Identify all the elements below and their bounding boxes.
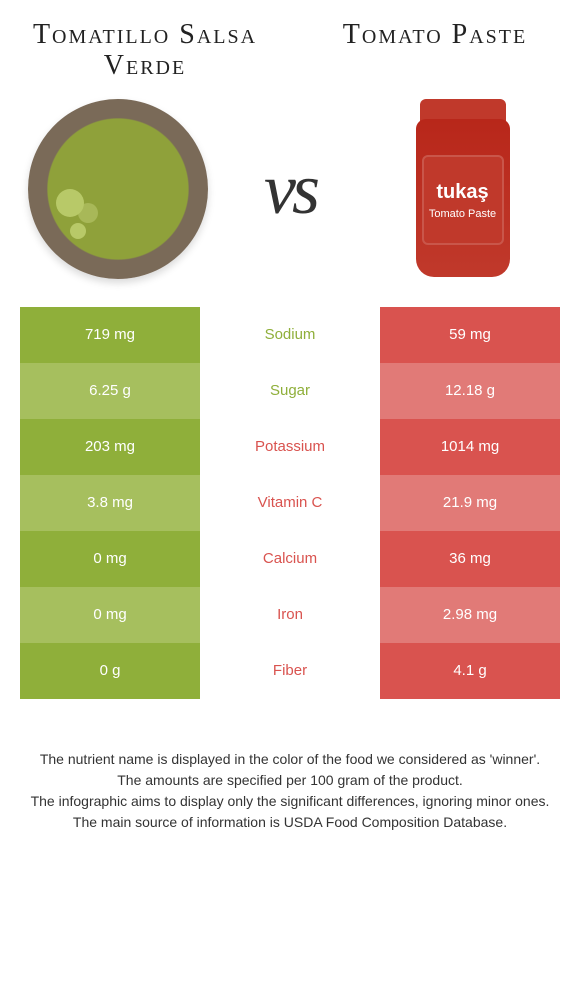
left-value: 0 mg	[20, 587, 200, 643]
nutrient-row: 0 mgIron2.98 mg	[20, 587, 560, 643]
left-value: 3.8 mg	[20, 475, 200, 531]
left-value: 0 mg	[20, 531, 200, 587]
tomato-paste-jar-icon: tukaş Tomato Paste	[408, 99, 518, 279]
salsa-bowl-icon	[28, 99, 208, 279]
footer-line: The infographic aims to display only the…	[20, 791, 560, 812]
nutrient-name: Fiber	[200, 643, 380, 699]
images-row: vs tukaş Tomato Paste	[20, 92, 560, 287]
nutrient-name: Calcium	[200, 531, 380, 587]
nutrient-row: 719 mgSodium59 mg	[20, 307, 560, 363]
footer-line: The amounts are specified per 100 gram o…	[20, 770, 560, 791]
left-value: 0 g	[20, 643, 200, 699]
right-value: 2.98 mg	[380, 587, 560, 643]
header: Tomatillo Salsa Verde Tomato Paste	[20, 20, 560, 82]
left-title: Tomatillo Salsa Verde	[20, 20, 270, 82]
nutrient-name: Iron	[200, 587, 380, 643]
right-value: 36 mg	[380, 531, 560, 587]
nutrient-name: Sugar	[200, 363, 380, 419]
nutrient-name: Sodium	[200, 307, 380, 363]
right-value: 12.18 g	[380, 363, 560, 419]
jar-product: Tomato Paste	[429, 208, 496, 220]
footer-notes: The nutrient name is displayed in the co…	[0, 749, 580, 833]
nutrient-name: Potassium	[200, 419, 380, 475]
right-value: 59 mg	[380, 307, 560, 363]
nutrient-name: Vitamin C	[200, 475, 380, 531]
left-value: 719 mg	[20, 307, 200, 363]
nutrient-row: 3.8 mgVitamin C21.9 mg	[20, 475, 560, 531]
footer-line: The nutrient name is displayed in the co…	[20, 749, 560, 770]
jar-brand: tukaş	[436, 181, 488, 204]
nutrient-row: 0 mgCalcium36 mg	[20, 531, 560, 587]
left-value: 203 mg	[20, 419, 200, 475]
nutrient-row: 203 mgPotassium1014 mg	[20, 419, 560, 475]
right-value: 4.1 g	[380, 643, 560, 699]
right-title: Tomato Paste	[310, 20, 560, 51]
nutrient-row: 0 gFiber4.1 g	[20, 643, 560, 699]
footer-line: The main source of information is USDA F…	[20, 812, 560, 833]
nutrient-table: 719 mgSodium59 mg6.25 gSugar12.18 g203 m…	[20, 307, 560, 699]
left-food-image	[20, 92, 215, 287]
left-value: 6.25 g	[20, 363, 200, 419]
right-value: 21.9 mg	[380, 475, 560, 531]
right-food-image: tukaş Tomato Paste	[365, 92, 560, 287]
right-value: 1014 mg	[380, 419, 560, 475]
vs-label: vs	[264, 148, 316, 231]
nutrient-row: 6.25 gSugar12.18 g	[20, 363, 560, 419]
